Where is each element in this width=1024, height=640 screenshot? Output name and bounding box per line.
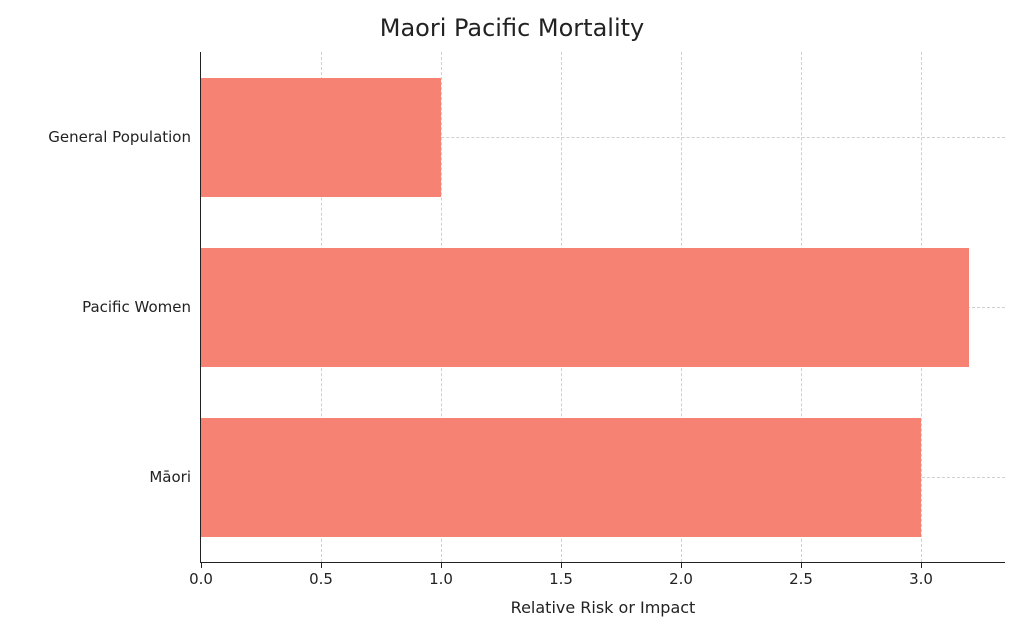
y-tick-label: Māori	[149, 468, 201, 486]
y-tick-label: Pacific Women	[82, 298, 201, 316]
plot-area: Relative Risk or Impact 0.00.51.01.52.02…	[200, 52, 1005, 563]
bar	[201, 78, 441, 197]
x-tick-label: 1.0	[429, 562, 453, 588]
x-tick-label: 3.0	[909, 562, 933, 588]
x-tick-label: 0.0	[189, 562, 213, 588]
chart-container: Maori Pacific Mortality Relative Risk or…	[0, 0, 1024, 640]
x-tick-label: 0.5	[309, 562, 333, 588]
chart-title: Maori Pacific Mortality	[0, 14, 1024, 42]
bar	[201, 418, 921, 537]
bar	[201, 248, 969, 367]
y-tick-label: General Population	[48, 128, 201, 146]
x-axis-label: Relative Risk or Impact	[511, 598, 696, 617]
x-tick-label: 2.0	[669, 562, 693, 588]
x-tick-label: 2.5	[789, 562, 813, 588]
x-tick-label: 1.5	[549, 562, 573, 588]
